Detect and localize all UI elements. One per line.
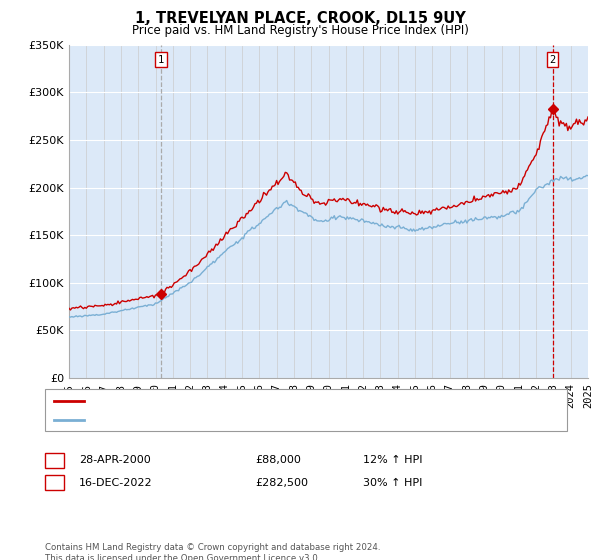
Text: £88,000: £88,000 [255,455,301,465]
Text: 1: 1 [51,455,58,465]
Text: 12% ↑ HPI: 12% ↑ HPI [363,455,422,465]
Text: 1, TREVELYAN PLACE, CROOK, DL15 9UY: 1, TREVELYAN PLACE, CROOK, DL15 9UY [134,11,466,26]
Text: 1, TREVELYAN PLACE, CROOK, DL15 9UY (detached house): 1, TREVELYAN PLACE, CROOK, DL15 9UY (det… [90,395,410,405]
Text: 16-DEC-2022: 16-DEC-2022 [79,478,153,488]
Text: Price paid vs. HM Land Registry's House Price Index (HPI): Price paid vs. HM Land Registry's House … [131,24,469,37]
Text: 1: 1 [158,55,164,65]
Text: 2: 2 [550,55,556,65]
Text: 30% ↑ HPI: 30% ↑ HPI [363,478,422,488]
Text: 2: 2 [51,478,58,488]
Text: 28-APR-2000: 28-APR-2000 [79,455,151,465]
Text: £282,500: £282,500 [255,478,308,488]
Text: HPI: Average price, detached house, County Durham: HPI: Average price, detached house, Coun… [90,415,379,425]
Text: Contains HM Land Registry data © Crown copyright and database right 2024.
This d: Contains HM Land Registry data © Crown c… [45,543,380,560]
